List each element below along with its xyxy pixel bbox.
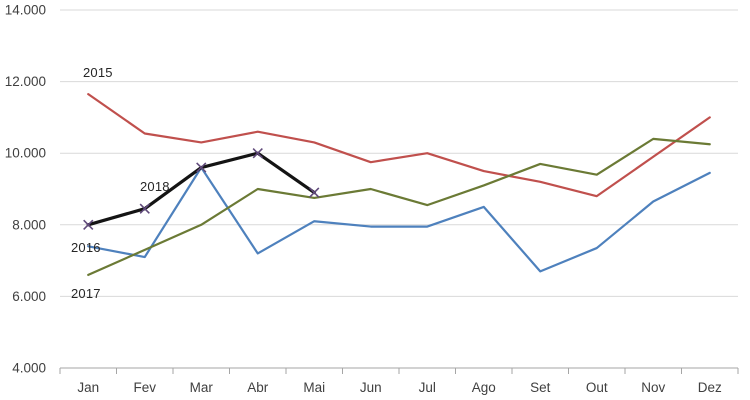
x-tick-label-jan: Jan [77, 380, 99, 395]
marker-x-2018-abr [252, 148, 263, 159]
y-tick-label: 10.000 [5, 146, 46, 161]
x-tick-label-abr: Abr [247, 380, 269, 395]
y-tick-label: 12.000 [5, 74, 46, 89]
x-tick-label-out: Out [586, 380, 608, 395]
x-tick-label-fev: Fev [133, 380, 156, 395]
series-line-2016 [87, 166, 711, 273]
x-tick-label-ago: Ago [472, 380, 496, 395]
series-line-2018 [86, 151, 316, 227]
x-tick-label-jul: Jul [419, 380, 436, 395]
y-tick-label: 6.000 [12, 289, 46, 304]
series-label-2018: 2018 [140, 179, 170, 194]
marker-x-2018-jan [83, 219, 94, 230]
marker-x-2018-mar [196, 162, 207, 173]
x-tick-label-nov: Nov [641, 380, 665, 395]
y-tick-label: 4.000 [12, 361, 46, 376]
y-tick-label: 8.000 [12, 217, 46, 232]
series-label-2017: 2017 [71, 286, 101, 301]
x-tick-label-mai: Mai [303, 380, 325, 395]
x-tick-label-set: Set [530, 380, 551, 395]
x-tick-label-mar: Mar [190, 380, 214, 395]
series-label-2015: 2015 [83, 65, 113, 80]
marker-x-2018-mai [309, 187, 320, 198]
series-line-2017 [87, 137, 711, 277]
x-tick-label-dez: Dez [698, 380, 722, 395]
marker-x-2018-fev [139, 203, 150, 214]
y-tick-label: 14.000 [5, 3, 46, 18]
series-label-2016: 2016 [71, 240, 101, 255]
series-line-2015 [87, 93, 711, 198]
x-tick-label-jun: Jun [360, 380, 382, 395]
